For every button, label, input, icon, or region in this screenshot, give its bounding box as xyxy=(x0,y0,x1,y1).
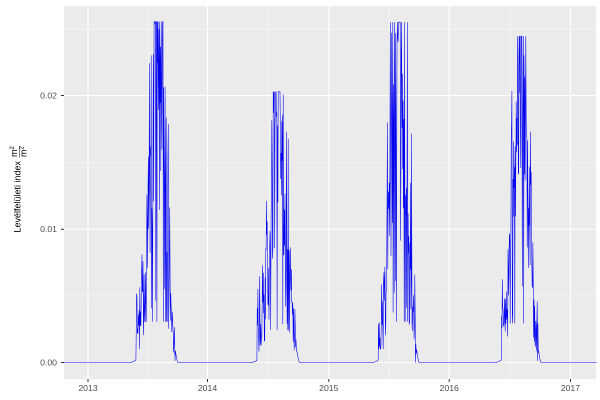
svg-text:2013: 2013 xyxy=(78,383,97,393)
svg-text:0.00: 0.00 xyxy=(40,357,57,367)
svg-text:0.01: 0.01 xyxy=(40,224,57,234)
svg-text:0.02: 0.02 xyxy=(40,90,57,100)
svg-text:2016: 2016 xyxy=(440,383,459,393)
svg-text:2017: 2017 xyxy=(561,383,580,393)
svg-text:m2: m2 xyxy=(9,146,19,158)
svg-text:2014: 2014 xyxy=(198,383,217,393)
svg-text:Levélfelületi index: Levélfelületi index xyxy=(13,161,23,233)
svg-text:m2: m2 xyxy=(19,146,29,158)
svg-text:2015: 2015 xyxy=(319,383,338,393)
